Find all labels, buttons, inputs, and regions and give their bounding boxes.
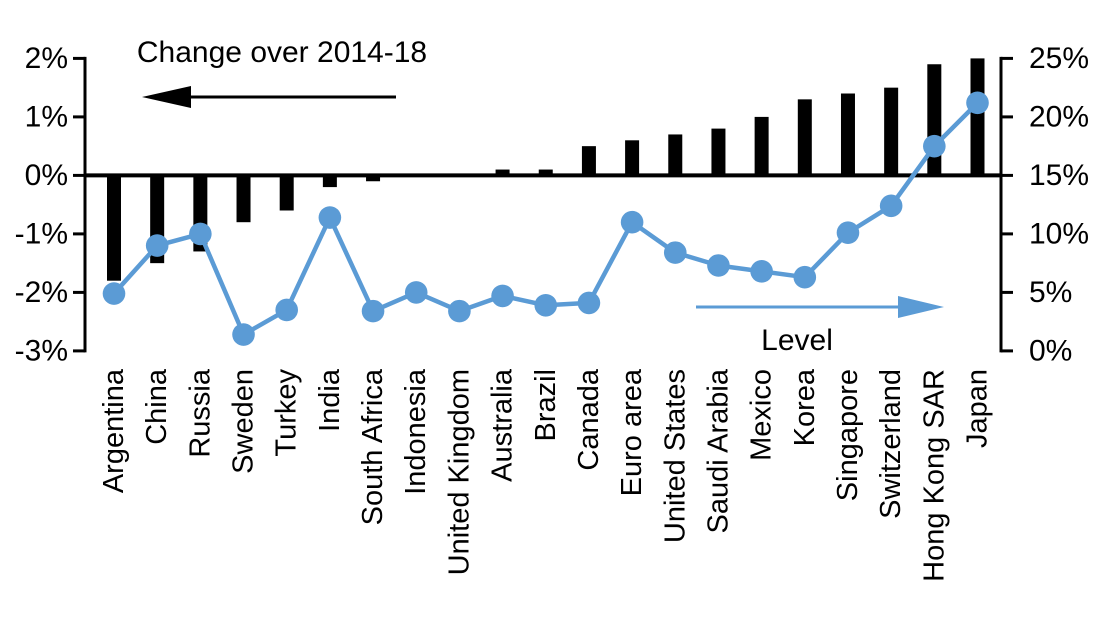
level-point-hong-kong-sar (923, 134, 946, 158)
x-axis-label-united-kingdom: United Kingdom (443, 369, 475, 575)
x-axis-label-canada: Canada (573, 368, 605, 470)
bar-euro-area (625, 140, 640, 176)
right-axis-tick-label: 15% (1029, 159, 1089, 192)
x-axis-label-brazil: Brazil (530, 369, 562, 442)
x-axis-label-euro-area: Euro area (616, 368, 648, 496)
x-axis-label-japan: Japan (962, 369, 994, 448)
bar-mexico (754, 116, 769, 176)
right-axis-tick-label: 25% (1029, 42, 1089, 75)
x-axis-label-united-states: United States (659, 369, 691, 543)
level-point-saudi-arabia (707, 254, 730, 277)
level-point-india (318, 206, 342, 229)
axes: 2% 1% 0% -1% -2% -3% 25% 20% 15% 10% 5% 0% Argentina… (15, 42, 1089, 582)
level-point-south-africa (361, 299, 385, 323)
bar-korea (797, 99, 812, 176)
level-point-united-states (663, 241, 687, 264)
left-axis-tick-label: -3% (15, 334, 68, 367)
level-point-united-kingdom (448, 299, 471, 323)
x-axis-label-singapore: Singapore (832, 369, 864, 501)
bar-sweden (236, 175, 251, 223)
level-point-korea (793, 265, 817, 289)
x-axis-label-china: China (141, 368, 173, 445)
bar-united-states (668, 134, 683, 176)
bar-india (322, 175, 337, 188)
level-point-russia (189, 222, 212, 246)
x-axis-label-mexico: Mexico (746, 369, 778, 461)
level-point-japan (966, 91, 989, 115)
right-axis-tick-label: 5% (1029, 276, 1072, 309)
x-axis-label-korea: Korea (789, 368, 821, 446)
line-series (102, 91, 989, 346)
x-axis-label-india: India (314, 368, 346, 432)
x-axis-label-switzerland: Switzerland (875, 369, 907, 519)
left-axis-tick-label: 2% (25, 42, 68, 75)
level-point-switzerland (879, 194, 903, 218)
bar-brazil (538, 169, 553, 176)
line-series-annotation: Level (696, 296, 944, 357)
right-axis-tick-label: 0% (1029, 334, 1072, 367)
left-axis-tick-label: -1% (15, 217, 68, 250)
level-point-euro-area (620, 210, 644, 234)
bar-south-africa (366, 175, 381, 182)
right-axis-tick-label: 20% (1029, 100, 1089, 133)
x-axis-label-sweden: Sweden (228, 369, 260, 474)
bar-australia (495, 169, 510, 176)
bar-argentina (107, 175, 121, 281)
level-point-argentina (102, 282, 126, 305)
x-axis-label-turkey: Turkey (271, 369, 303, 457)
bar-series-title: Change over 2014-18 (137, 36, 427, 69)
bar-series-annotation: Change over 2014-18 (137, 36, 427, 108)
left-arrow-icon (142, 86, 191, 108)
x-axis-label-argentina: Argentina (98, 368, 130, 493)
x-axis-label-hong-kong-sar: Hong Kong SAR (918, 369, 950, 582)
level-point-turkey (275, 298, 299, 322)
bar-japan (970, 58, 985, 176)
bar-canada (581, 146, 596, 176)
level-point-brazil (534, 293, 558, 317)
right-axis-tick-label: 10% (1029, 217, 1089, 250)
x-axis-label-saudi-arabia: Saudi Arabia (702, 368, 734, 533)
left-axis-tick-label: 0% (25, 159, 68, 192)
bar-turkey (279, 175, 294, 211)
x-axis-label-russia: Russia (184, 368, 216, 458)
line-series-title: Level (761, 324, 833, 357)
level-point-australia (491, 284, 514, 308)
level-point-singapore (836, 221, 860, 245)
bar-saudi-arabia (711, 128, 726, 176)
right-arrow-icon (898, 296, 944, 318)
left-axis-tick-label: -2% (15, 276, 68, 309)
bar-series (107, 58, 985, 281)
x-axis-label-indonesia: Indonesia (400, 368, 432, 495)
bar-singapore (840, 93, 855, 176)
level-point-mexico (750, 260, 773, 283)
level-point-sweden (232, 323, 255, 346)
level-point-canada (577, 291, 601, 315)
level-point-china (145, 234, 169, 257)
left-axis-tick-label: 1% (25, 100, 68, 133)
bar-hong-kong-sar (927, 64, 942, 176)
x-axis-label-south-africa: South Africa (357, 368, 389, 525)
level-point-indonesia (404, 281, 428, 304)
bar-switzerland (884, 87, 899, 176)
x-axis-label-australia: Australia (487, 368, 519, 482)
